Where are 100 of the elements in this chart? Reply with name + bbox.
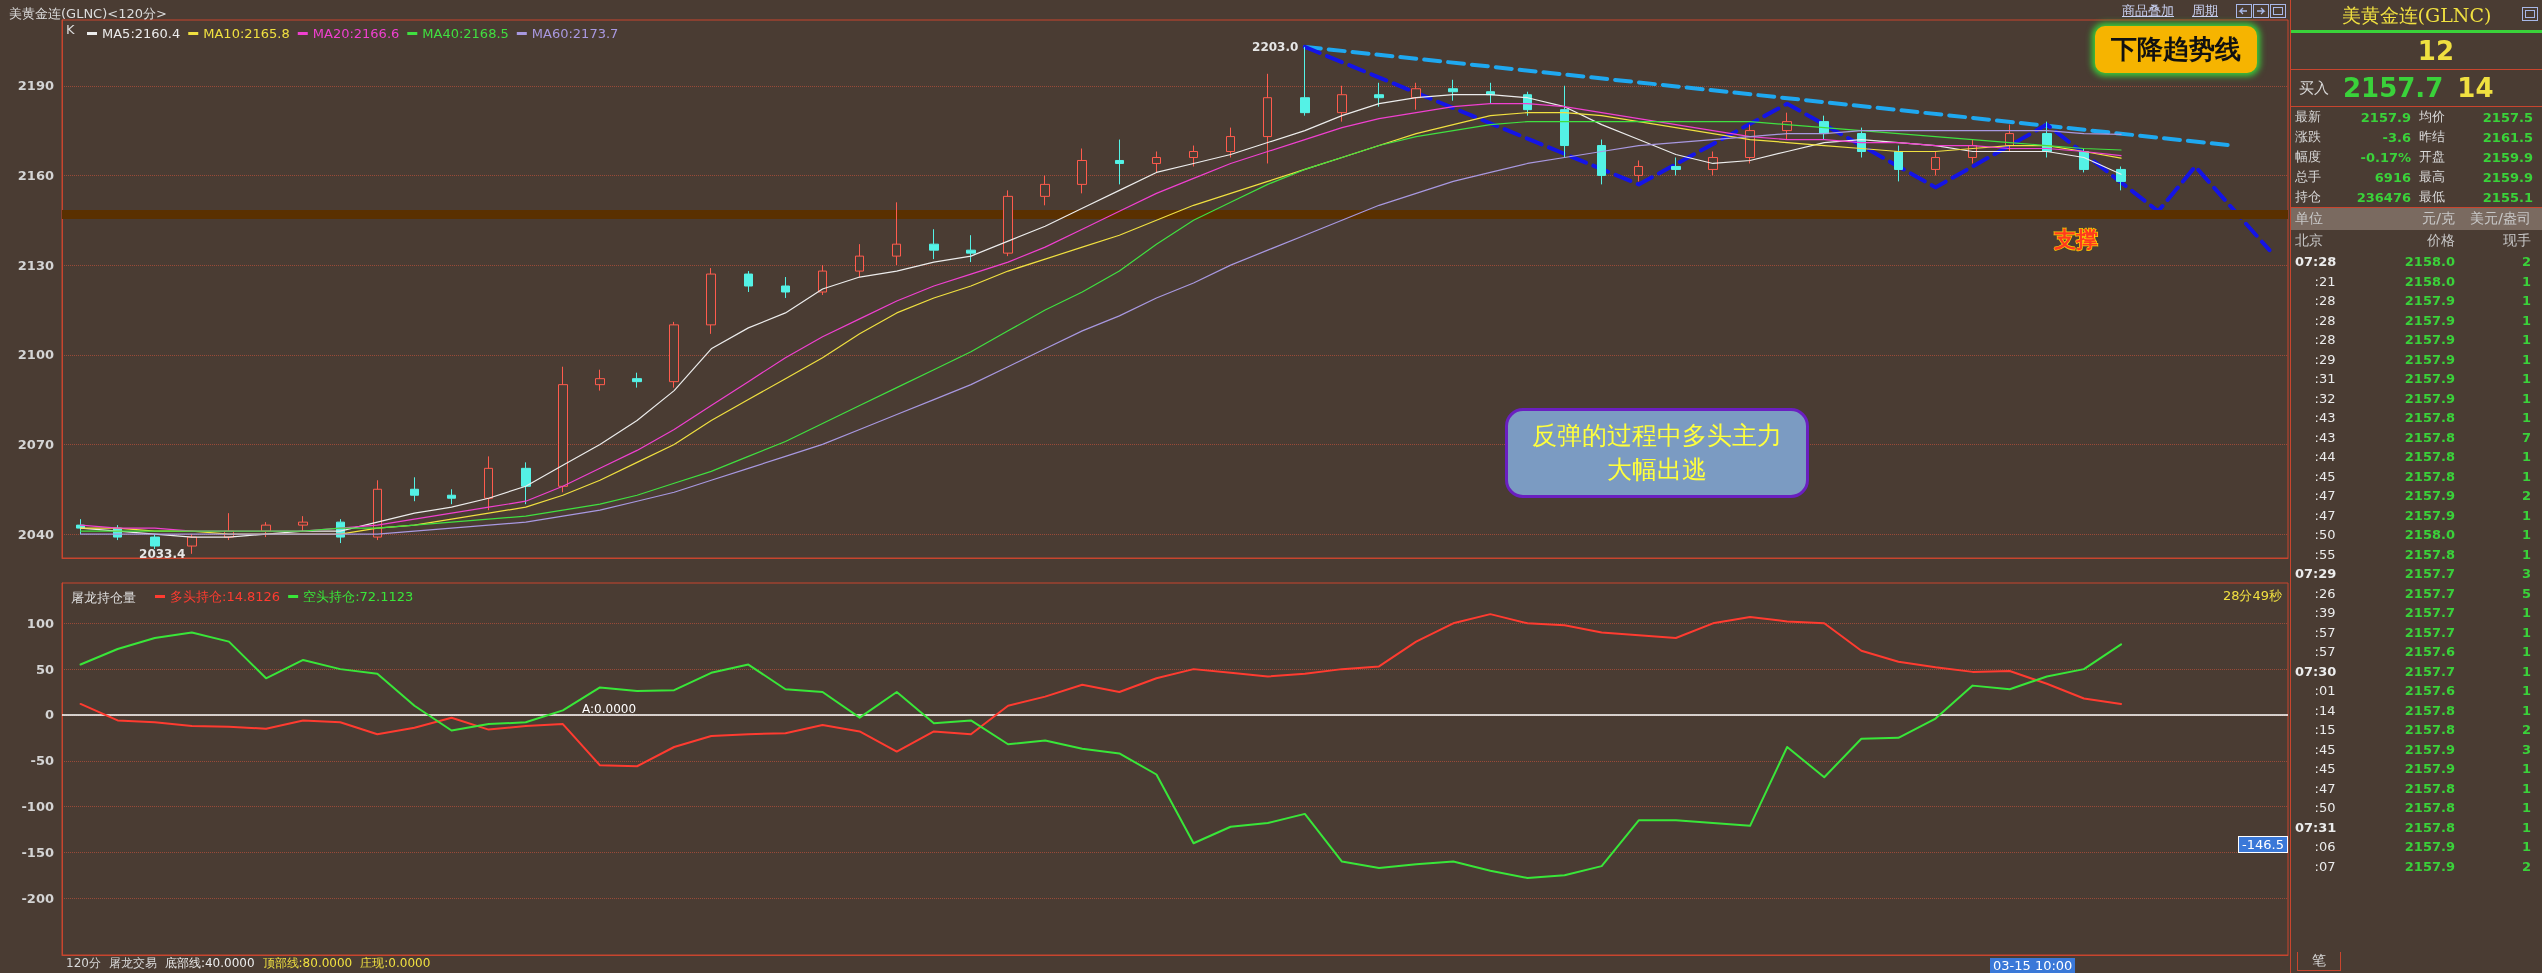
legend-label: MA60:2173.7: [531, 26, 619, 41]
line-series: [79, 631, 2123, 880]
text: 持仓 236476 最低 2155.1: [2295, 189, 2533, 205]
candlestick: [1077, 148, 1087, 194]
candlestick: [1634, 159, 1643, 182]
candlestick: [1189, 145, 1198, 167]
text: 顶部线:80.0000: [262, 955, 353, 972]
candlestick: [1263, 73, 1272, 164]
line-series: [79, 613, 2123, 768]
text: :28 2157.9 1: [2314, 332, 2531, 348]
text: 底部线:40.0000: [164, 955, 255, 972]
y-tick-label: 2190: [17, 78, 54, 94]
candlestick: [1115, 139, 1124, 185]
text: :31 2157.9 1: [2314, 371, 2531, 387]
candlestick: [1374, 82, 1384, 108]
text: :45 2157.9 3: [2314, 741, 2531, 757]
text: :28 2157.9 1: [2314, 312, 2531, 328]
legend-title: K: [66, 22, 75, 37]
text: 07:28 2158.0 2: [2295, 254, 2531, 270]
text: :26 2157.7 5: [2314, 585, 2531, 601]
y-tick-label: 2160: [17, 167, 54, 183]
candlestick: [410, 476, 419, 502]
text: :45 2157.8 1: [2314, 468, 2531, 484]
text: 北京 价格 现手: [2295, 232, 2531, 248]
legend-label: 多头持仓:14.8126: [170, 589, 281, 604]
text: 总手 6916 最高 2159.9: [2295, 169, 2533, 185]
ref-line-label: A:0.0000: [582, 701, 637, 716]
candlestick: [781, 276, 790, 299]
y-tick-label: 100: [26, 615, 54, 631]
annotation: 2033.4: [139, 546, 186, 561]
text: :47 2157.9 2: [2314, 488, 2531, 504]
text: :15 2157.8 2: [2314, 722, 2531, 738]
y-tick-label: 2100: [17, 347, 54, 363]
text: :47 2157.9 1: [2314, 507, 2531, 523]
text: :57 2157.6 1: [2314, 644, 2531, 660]
candlestick: [1152, 151, 1161, 173]
text: 12: [2417, 36, 2454, 66]
text: :06 2157.9 1: [2314, 839, 2531, 855]
y-tick-label: 2070: [17, 436, 54, 452]
candlestick: [2116, 165, 2126, 191]
text: :29 2157.9 1: [2314, 351, 2531, 367]
ref-line-label: 支撑: [2053, 226, 2098, 252]
text: :14 2157.8 1: [2314, 702, 2531, 718]
chart-title: 美黄金连(GLNC)<120分>: [9, 6, 167, 21]
y-tick-label: -100: [21, 799, 54, 815]
text: 屠龙持仓量: [71, 590, 136, 605]
legend-label: 空头持仓:72.1123: [303, 589, 414, 604]
legend-label: MA40:2168.5: [422, 26, 509, 41]
text: :50 2157.8 1: [2314, 800, 2531, 816]
candlestick: [818, 264, 827, 296]
y-tick-label: -50: [30, 753, 54, 769]
candlestick: [1040, 174, 1050, 206]
annotation: 2203.0: [1252, 39, 1299, 54]
candlestick: [892, 201, 901, 266]
legend-label: MA5:2160.4: [102, 26, 181, 41]
candlestick: [595, 369, 605, 392]
candlestick: [1597, 139, 1606, 185]
text: 屠龙交易: [108, 955, 157, 972]
candlestick: [150, 533, 160, 550]
candlestick: [1300, 46, 1310, 117]
candlestick: [855, 243, 864, 278]
text: :28 2157.9 1: [2314, 293, 2531, 309]
y-tick-label: -150: [21, 844, 54, 860]
text: 美黄金连(GLNC): [2291, 0, 2542, 33]
text: 最新 2157.9 均价 2157.5: [2295, 109, 2533, 125]
annotation: 28分49秒: [2222, 587, 2282, 605]
y-tick-label: 2130: [17, 257, 54, 273]
y-tick-label: 50: [35, 661, 54, 677]
candlestick: [1671, 156, 1681, 176]
candlestick: [298, 515, 308, 532]
text: 单位 元/克 美元/盎司: [2295, 210, 2531, 226]
candlestick: [484, 455, 493, 511]
candlestick: [187, 533, 197, 555]
candlestick: [558, 366, 568, 493]
candlestick: [1448, 79, 1458, 102]
candlestick: [1745, 124, 1755, 164]
text: 03-15 10:00: [1990, 958, 2076, 973]
text: 买入 2157.7 14: [2299, 73, 2494, 103]
candlestick: [744, 270, 753, 293]
candlestick: [447, 488, 456, 505]
candlestick: [1560, 85, 1569, 158]
y-tick-label: -200: [21, 890, 54, 906]
text: :47 2157.8 1: [2314, 780, 2531, 796]
candlestick: [521, 461, 531, 505]
text: :57 2157.7 1: [2314, 624, 2531, 640]
candlestick: [1226, 127, 1235, 158]
text: 涨跌 -3.6 昨结 2161.5: [2295, 129, 2533, 145]
text: 周期: [2192, 2, 2218, 20]
text: 商品叠加: [2122, 2, 2174, 20]
text: :50 2158.0 1: [2314, 527, 2531, 543]
text: :01 2157.6 1: [2314, 683, 2531, 699]
text: 07:31 2157.8 1: [2295, 819, 2531, 835]
text: :39 2157.7 1: [2314, 605, 2531, 621]
text: 07:29 2157.7 3: [2295, 566, 2531, 582]
candlestick: [706, 267, 716, 335]
text: :45 2157.9 1: [2314, 761, 2531, 777]
annotation: 反弹的过程中多头主力大幅出逃: [1505, 408, 1809, 498]
candlestick: [669, 321, 679, 389]
annotation: -146.5: [2238, 836, 2288, 853]
candlestick: [632, 372, 642, 389]
